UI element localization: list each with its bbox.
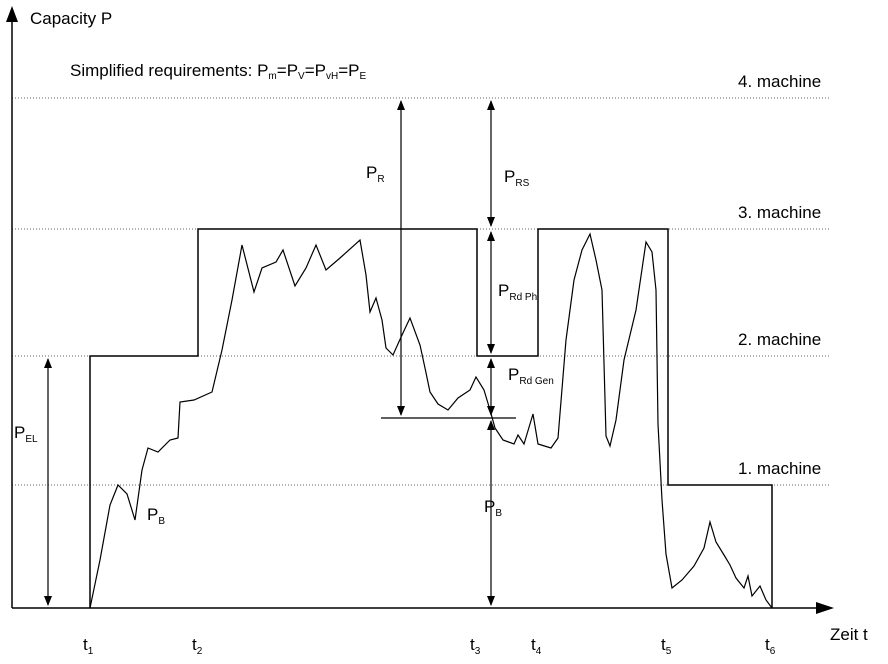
machine-label-1: 1. machine [738, 459, 821, 478]
dimension-arrows [44, 100, 495, 606]
p-el-label: PEL [14, 423, 38, 445]
time-mark-t5: t5 [661, 635, 672, 657]
p-r-label: PR [366, 163, 385, 185]
machine-level-lines [12, 97, 830, 486]
x-axis-label: Zeit t [830, 625, 868, 644]
time-mark-t2: t2 [192, 635, 203, 657]
y-axis-label: Capacity P [30, 9, 112, 28]
requirements-text: Simplified requirements: Pm=PV=PvH=PE [70, 61, 367, 82]
p-b-base-label: PB [484, 497, 502, 519]
x-axis-arrowhead [816, 602, 834, 614]
p-b-curve-label: PB [147, 505, 165, 527]
p-rd-gen-label: PRd Gen [508, 365, 554, 387]
machine-label-4: 4. machine [738, 72, 821, 91]
machine-capacity-step-line [89, 228, 773, 608]
machine-label-2: 2. machine [738, 330, 821, 349]
machine-label-3: 3. machine [738, 203, 821, 222]
p-rs-label: PRS [504, 167, 530, 189]
load-curve [89, 232, 773, 609]
time-mark-t3: t3 [470, 635, 481, 657]
y-axis-arrowhead [6, 6, 18, 22]
time-mark-t4: t4 [531, 635, 542, 657]
time-mark-t6: t6 [765, 635, 776, 657]
time-mark-t1: t1 [83, 635, 94, 657]
p-rd-ph-label: PRd Ph [498, 281, 537, 303]
